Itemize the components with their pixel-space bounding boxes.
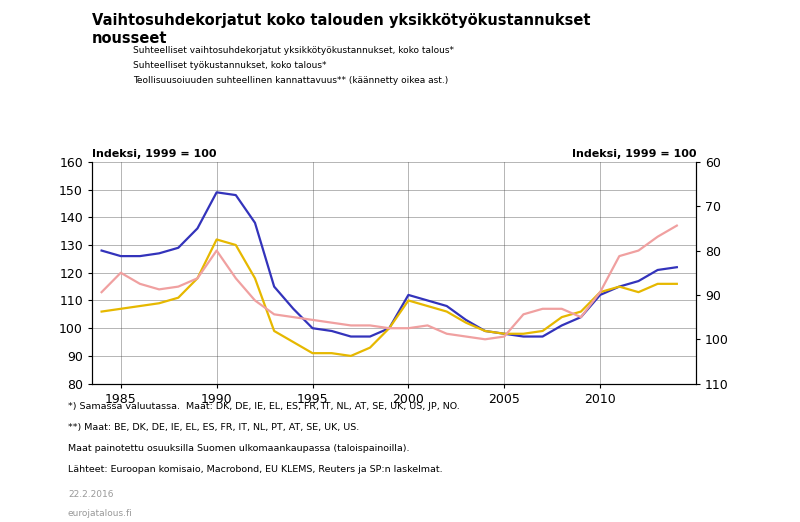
- Text: nousseet: nousseet: [92, 31, 167, 46]
- Text: Vaihtosuhdekorjatut koko talouden yksikkötyökustannukset: Vaihtosuhdekorjatut koko talouden yksikk…: [92, 13, 590, 28]
- Text: Suhteelliset vaihtosuhdekorjatut yksikkötyökustannukset, koko talous*: Suhteelliset vaihtosuhdekorjatut yksikkö…: [133, 46, 454, 55]
- Text: Lähteet: Euroopan komisaio, Macrobond, EU KLEMS, Reuters ja SP:n laskelmat.: Lähteet: Euroopan komisaio, Macrobond, E…: [68, 465, 442, 473]
- Text: Indeksi, 1999 = 100: Indeksi, 1999 = 100: [92, 149, 217, 159]
- Text: 22.2.2016: 22.2.2016: [68, 490, 114, 499]
- Text: *) Samassa valuutassa.  Maat: DK, DE, IE, EL, ES, FR, IT, NL, AT, SE, UK, US, JP: *) Samassa valuutassa. Maat: DK, DE, IE,…: [68, 402, 460, 411]
- Text: Teollisuusoiuuden suhteellinen kannattavuus** (käännetty oikea ast.): Teollisuusoiuuden suhteellinen kannattav…: [133, 76, 448, 86]
- Text: Maat painotettu osuuksilla Suomen ulkomaankaupassa (taloispainoilla).: Maat painotettu osuuksilla Suomen ulkoma…: [68, 444, 410, 453]
- Text: Indeksi, 1999 = 100: Indeksi, 1999 = 100: [571, 149, 696, 159]
- Text: **) Maat: BE, DK, DE, IE, EL, ES, FR, IT, NL, PT, AT, SE, UK, US.: **) Maat: BE, DK, DE, IE, EL, ES, FR, IT…: [68, 423, 359, 432]
- Text: Suhteelliset työkustannukset, koko talous*: Suhteelliset työkustannukset, koko talou…: [133, 61, 326, 70]
- Text: eurojatalous.fi: eurojatalous.fi: [68, 509, 133, 518]
